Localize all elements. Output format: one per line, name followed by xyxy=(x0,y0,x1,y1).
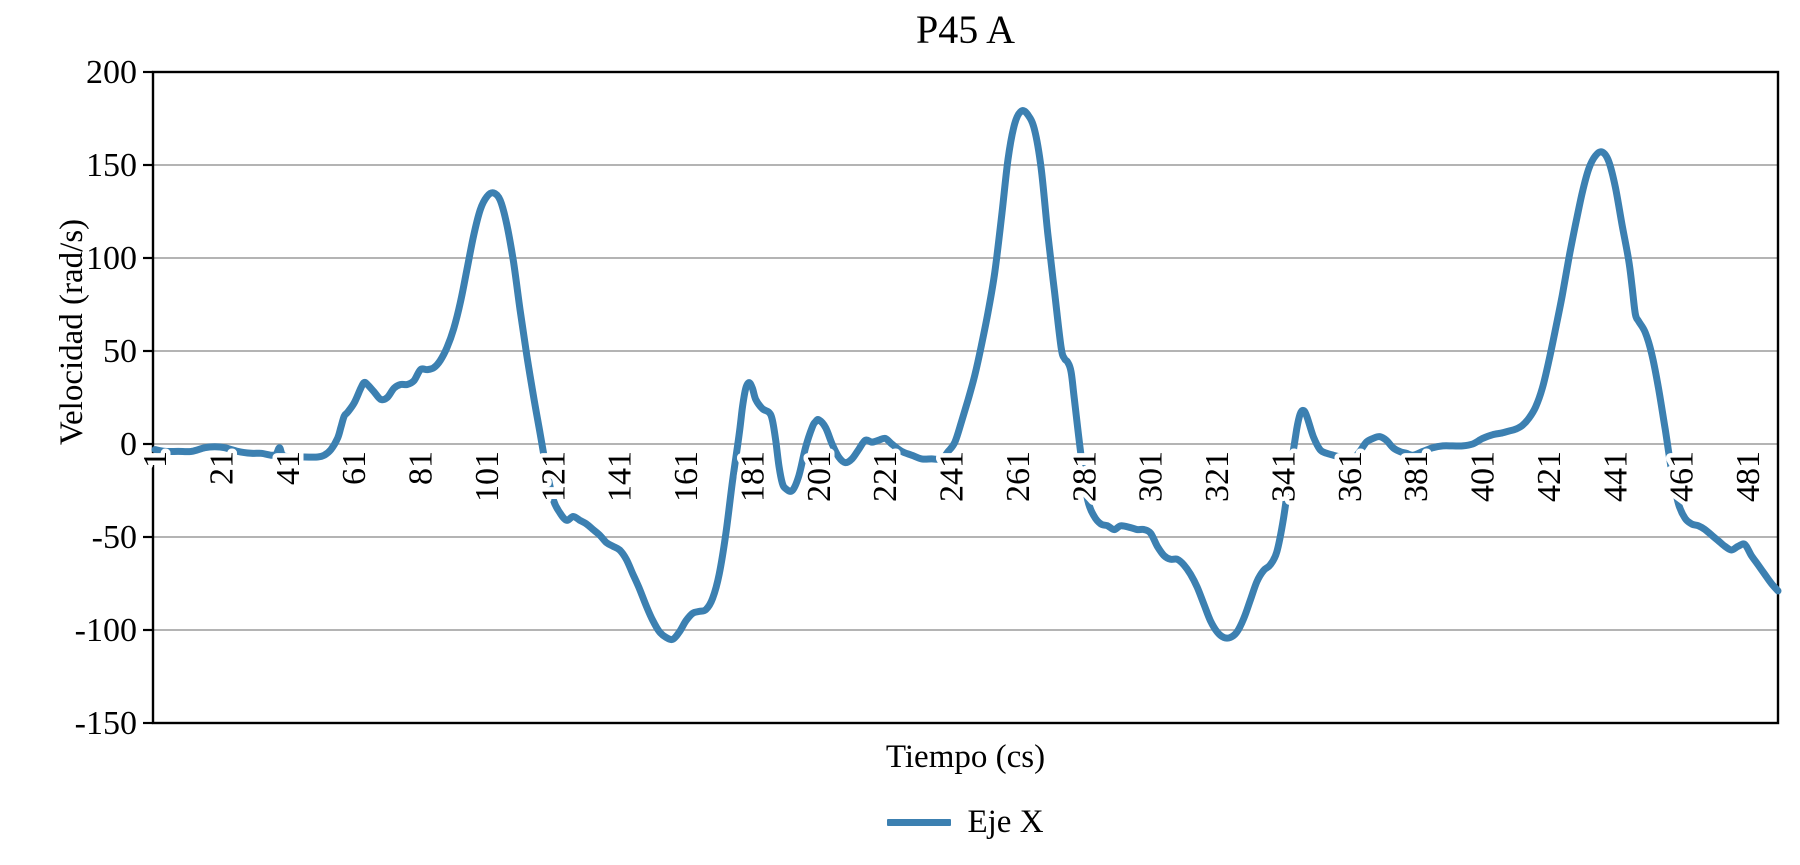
plot-border xyxy=(151,70,1780,725)
x-tick-label-381: 381 xyxy=(1398,451,1435,502)
series-line-eje-x xyxy=(151,107,1782,644)
x-tick-label-321: 321 xyxy=(1199,451,1236,502)
x-tick-label-81: 81 xyxy=(403,451,440,485)
y-tick-label--150: -150 xyxy=(75,705,137,742)
x-tick-label-461: 461 xyxy=(1664,451,1701,502)
x-tick-label-181: 181 xyxy=(734,451,771,502)
y-tick-label--100: -100 xyxy=(75,612,137,649)
x-tick-label-201: 201 xyxy=(801,451,838,502)
x-tick-label-481: 481 xyxy=(1730,451,1767,502)
y-tick-label-100: 100 xyxy=(86,240,137,277)
x-tick-label-41: 41 xyxy=(270,451,307,485)
y-tick-label-200: 200 xyxy=(86,54,137,91)
x-tick-label-341: 341 xyxy=(1266,451,1303,502)
legend: Eje X xyxy=(153,802,1778,842)
legend-label: Eje X xyxy=(967,804,1044,840)
x-tick-label-401: 401 xyxy=(1465,451,1502,502)
x-tick-label-1: 1 xyxy=(137,451,174,468)
x-tick-label-441: 441 xyxy=(1597,451,1634,502)
x-tick-label-121: 121 xyxy=(535,451,572,502)
x-tick-label-161: 161 xyxy=(668,451,705,502)
x-tick-label-21: 21 xyxy=(203,451,240,485)
x-tick-label-221: 221 xyxy=(867,451,904,502)
chart-title: P45 A xyxy=(916,7,1015,52)
y-tick-label-0: 0 xyxy=(120,426,137,463)
x-axis-title: Tiempo (cs) xyxy=(885,739,1046,775)
legend-line-swatch xyxy=(887,818,952,826)
x-tick-label-241: 241 xyxy=(934,451,971,502)
x-tick-label-61: 61 xyxy=(336,451,373,485)
y-tick-label-50: 50 xyxy=(103,333,137,370)
x-tick-label-361: 361 xyxy=(1332,451,1369,502)
x-tick-label-261: 261 xyxy=(1000,451,1037,502)
y-tick-label-150: 150 xyxy=(86,147,137,184)
x-tick-label-421: 421 xyxy=(1531,451,1568,502)
y-axis-title: Velocidad (rad/s) xyxy=(54,218,90,446)
x-tick-label-281: 281 xyxy=(1066,451,1103,502)
y-tick-label--50: -50 xyxy=(92,519,137,556)
x-tick-label-101: 101 xyxy=(469,451,506,502)
x-tick-label-301: 301 xyxy=(1133,451,1170,502)
x-tick-label-141: 141 xyxy=(602,451,639,502)
